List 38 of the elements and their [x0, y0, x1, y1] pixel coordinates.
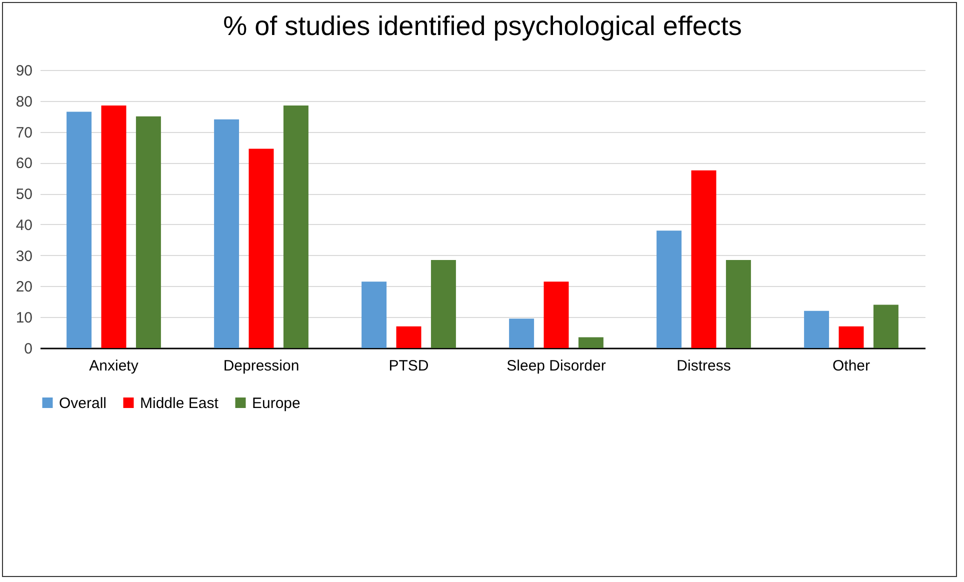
x-tick-label: PTSD	[388, 358, 429, 374]
y-tick-label: 0	[24, 340, 32, 358]
bar	[214, 119, 240, 348]
legend-label: Europe	[252, 394, 300, 412]
bar	[838, 326, 864, 348]
bar	[248, 148, 274, 348]
legend-label: Middle East	[140, 394, 220, 412]
y-tick-label: 60	[16, 155, 32, 172]
bar	[578, 337, 604, 348]
bar	[283, 106, 308, 348]
y-tick-label: 50	[16, 186, 32, 204]
y-tick-label: 30	[16, 248, 32, 265]
x-tick-label: Sleep Disorder	[506, 358, 606, 374]
chart-title: % of studies identified psychological effects	[223, 11, 742, 41]
y-tick-label: 80	[16, 93, 32, 110]
bar	[691, 170, 716, 348]
bar	[873, 304, 898, 348]
bar	[656, 230, 682, 348]
bar	[430, 260, 456, 348]
bar	[726, 260, 751, 348]
y-tick-label: 70	[16, 124, 32, 142]
bar	[544, 282, 569, 348]
bar	[101, 106, 126, 348]
bar	[66, 112, 92, 348]
y-tick-label: 40	[16, 216, 32, 234]
x-tick-label: Distress	[676, 358, 731, 374]
legend-label: Overall	[59, 394, 107, 412]
bar	[136, 116, 161, 348]
bar	[509, 318, 534, 348]
y-tick-label: 90	[16, 62, 32, 80]
y-tick-label: 20	[16, 278, 32, 296]
bar	[362, 282, 387, 348]
bar	[396, 326, 422, 348]
bar	[804, 310, 830, 348]
x-tick-label: Other	[832, 358, 870, 374]
x-tick-label: Depression	[223, 358, 300, 374]
y-tick-label: 10	[16, 310, 32, 327]
x-tick-label: Anxiety	[89, 358, 139, 374]
